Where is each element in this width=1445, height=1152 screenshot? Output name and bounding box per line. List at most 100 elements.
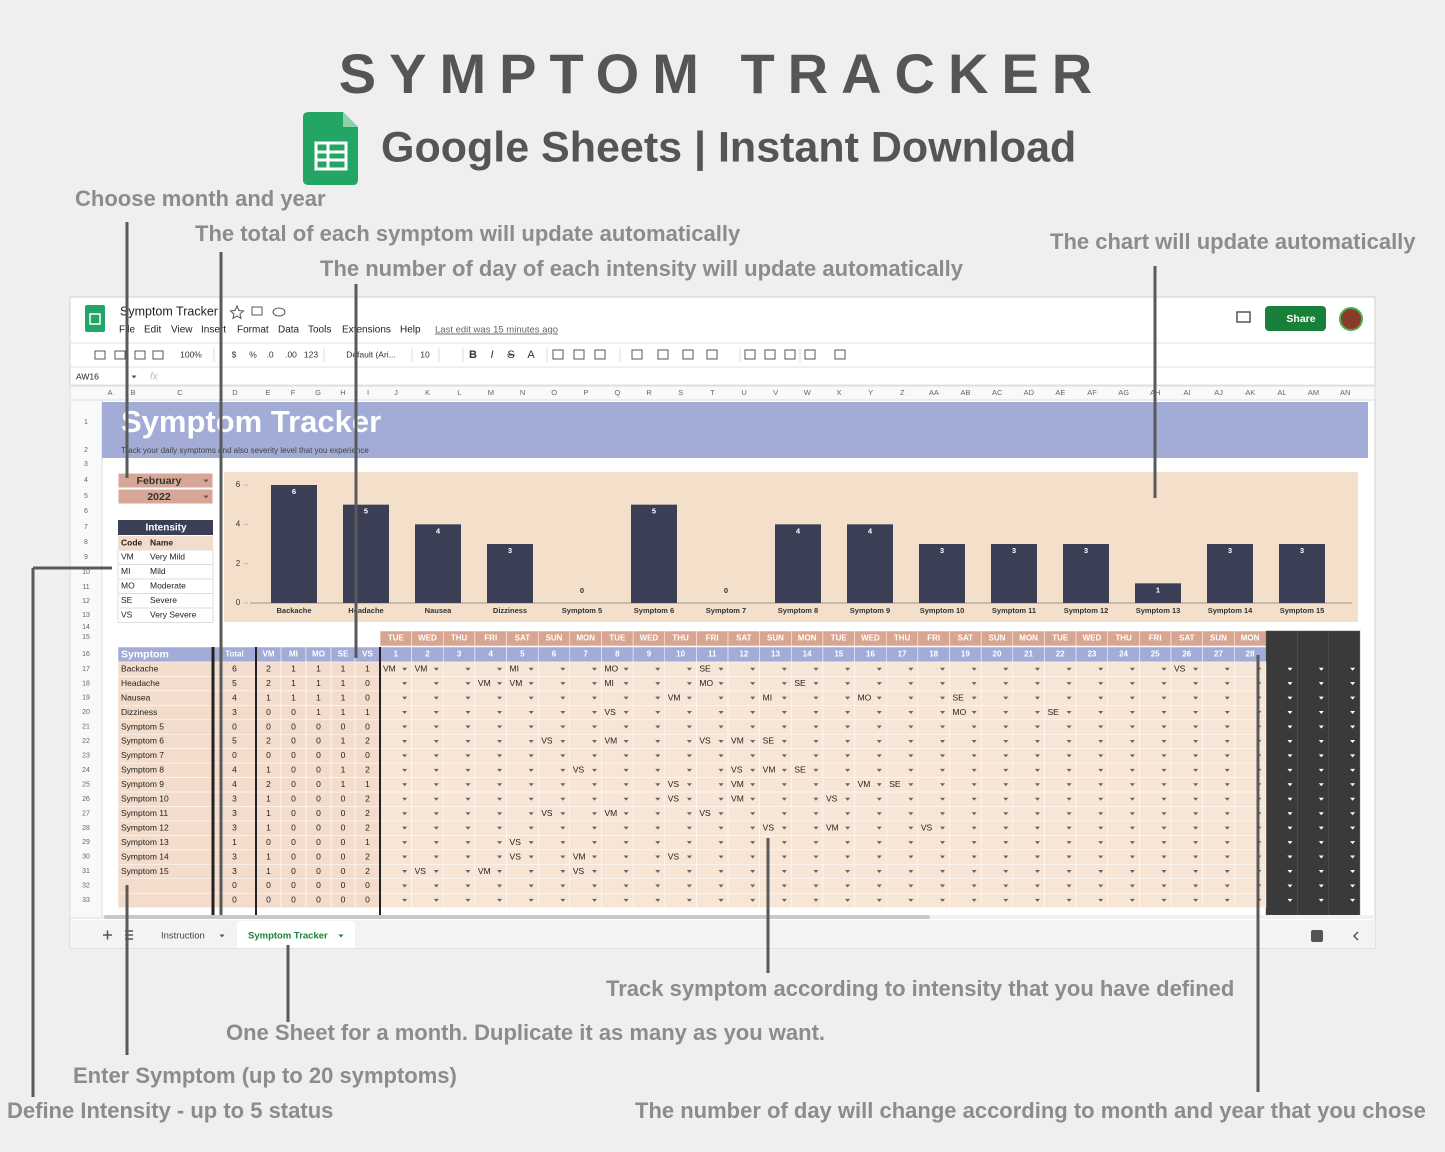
- entry-cell[interactable]: [411, 820, 444, 836]
- entry-cell[interactable]: [1107, 734, 1140, 749]
- entry-cell[interactable]: [759, 806, 792, 822]
- sheet-tab[interactable]: Symptom Tracker: [248, 931, 328, 942]
- entry-cell[interactable]: [1075, 661, 1108, 677]
- entry-cell[interactable]: [885, 762, 919, 778]
- entry-cell[interactable]: [759, 676, 792, 692]
- entry-cell[interactable]: [1012, 734, 1045, 749]
- entry-cell[interactable]: [569, 705, 602, 721]
- year[interactable]: 2022: [147, 491, 171, 503]
- entry-cell[interactable]: [1012, 892, 1045, 908]
- entry-cell[interactable]: [506, 734, 539, 749]
- entry-cell[interactable]: [949, 849, 982, 865]
- entry-cell[interactable]: [1107, 705, 1140, 721]
- entry-cell[interactable]: [601, 835, 634, 851]
- entry-cell[interactable]: [632, 676, 666, 692]
- entry-cell[interactable]: [1139, 690, 1172, 706]
- entry-cell[interactable]: [664, 676, 697, 692]
- entry-code[interactable]: VM: [826, 822, 839, 832]
- entry-cell[interactable]: [506, 690, 539, 706]
- share-button[interactable]: [1265, 306, 1326, 331]
- entry-code[interactable]: VS: [699, 736, 711, 746]
- entry-cell[interactable]: [727, 748, 760, 764]
- entry-code[interactable]: VM: [858, 779, 871, 789]
- entry-cell[interactable]: [791, 690, 824, 706]
- entry-cell[interactable]: [791, 791, 824, 807]
- entry-cell[interactable]: [854, 864, 887, 879]
- entry-cell[interactable]: [411, 762, 444, 778]
- entry-cell[interactable]: [664, 734, 697, 749]
- entry-cell[interactable]: [1202, 705, 1235, 721]
- entry-cell[interactable]: [664, 806, 697, 822]
- entry-cell[interactable]: [822, 719, 855, 735]
- entry-cell[interactable]: [411, 878, 444, 894]
- entry-cell[interactable]: [917, 777, 950, 793]
- entry-cell[interactable]: [474, 791, 507, 807]
- entry-cell[interactable]: [411, 791, 444, 807]
- entry-cell[interactable]: [632, 719, 666, 735]
- entry-cell[interactable]: [1170, 777, 1203, 793]
- entry-code[interactable]: MO: [858, 692, 872, 702]
- entry-cell[interactable]: [379, 705, 412, 721]
- entry-cell[interactable]: [1170, 835, 1203, 851]
- entry-cell[interactable]: [885, 791, 919, 807]
- entry-cell[interactable]: [1044, 777, 1077, 793]
- entry-cell[interactable]: [474, 820, 507, 836]
- explore-icon[interactable]: [1311, 930, 1323, 942]
- entry-cell[interactable]: [1234, 705, 1267, 721]
- entry-cell[interactable]: [1202, 806, 1235, 822]
- entry-cell[interactable]: [822, 777, 855, 793]
- entry-cell[interactable]: [1234, 849, 1267, 865]
- entry-cell[interactable]: [885, 864, 919, 879]
- entry-cell[interactable]: [791, 748, 824, 764]
- entry-cell[interactable]: [727, 835, 760, 851]
- entry-code[interactable]: VS: [415, 866, 427, 876]
- entry-code[interactable]: VS: [826, 794, 838, 804]
- entry-cell[interactable]: [569, 661, 602, 677]
- entry-cell[interactable]: [980, 878, 1014, 894]
- toolbar-item[interactable]: A: [527, 349, 535, 361]
- entry-cell[interactable]: [1139, 719, 1172, 735]
- entry-cell[interactable]: [727, 820, 760, 836]
- entry-cell[interactable]: [980, 835, 1014, 851]
- entry-cell[interactable]: [1012, 690, 1045, 706]
- entry-cell[interactable]: [791, 661, 824, 677]
- entry-cell[interactable]: [1170, 878, 1203, 894]
- entry-code[interactable]: SE: [1047, 707, 1059, 717]
- entry-cell[interactable]: [601, 762, 634, 778]
- entry-cell[interactable]: [1170, 748, 1203, 764]
- entry-cell[interactable]: [1044, 820, 1077, 836]
- entry-cell[interactable]: [664, 748, 697, 764]
- entry-code[interactable]: VS: [510, 837, 522, 847]
- entry-cell[interactable]: [379, 806, 412, 822]
- entry-cell[interactable]: [949, 806, 982, 822]
- entry-code[interactable]: MI: [763, 692, 772, 702]
- entry-cell[interactable]: [569, 806, 602, 822]
- entry-cell[interactable]: [1234, 719, 1267, 735]
- entry-cell[interactable]: [537, 676, 571, 692]
- toolbar-item[interactable]: I: [490, 349, 493, 361]
- entry-cell[interactable]: [822, 748, 855, 764]
- entry-cell[interactable]: [1107, 676, 1140, 692]
- entry-cell[interactable]: [474, 734, 507, 749]
- entry-cell[interactable]: [411, 892, 444, 908]
- entry-code[interactable]: VM: [731, 779, 744, 789]
- entry-code[interactable]: VM: [604, 808, 617, 818]
- entry-cell[interactable]: [917, 806, 950, 822]
- entry-cell[interactable]: [791, 734, 824, 749]
- entry-cell[interactable]: [1139, 705, 1172, 721]
- entry-cell[interactable]: [980, 719, 1014, 735]
- entry-code[interactable]: VM: [383, 663, 396, 673]
- entry-cell[interactable]: [1012, 762, 1045, 778]
- entry-cell[interactable]: [443, 892, 476, 908]
- entry-cell[interactable]: [727, 849, 760, 865]
- entry-code[interactable]: VM: [668, 692, 681, 702]
- entry-cell[interactable]: [1170, 849, 1203, 865]
- entry-cell[interactable]: [1170, 734, 1203, 749]
- entry-cell[interactable]: [1170, 892, 1203, 908]
- entry-cell[interactable]: [569, 748, 602, 764]
- menu-item[interactable]: Insert: [201, 325, 226, 336]
- entry-cell[interactable]: [379, 690, 412, 706]
- entry-cell[interactable]: [569, 878, 602, 894]
- entry-cell[interactable]: [379, 791, 412, 807]
- entry-cell[interactable]: [1107, 835, 1140, 851]
